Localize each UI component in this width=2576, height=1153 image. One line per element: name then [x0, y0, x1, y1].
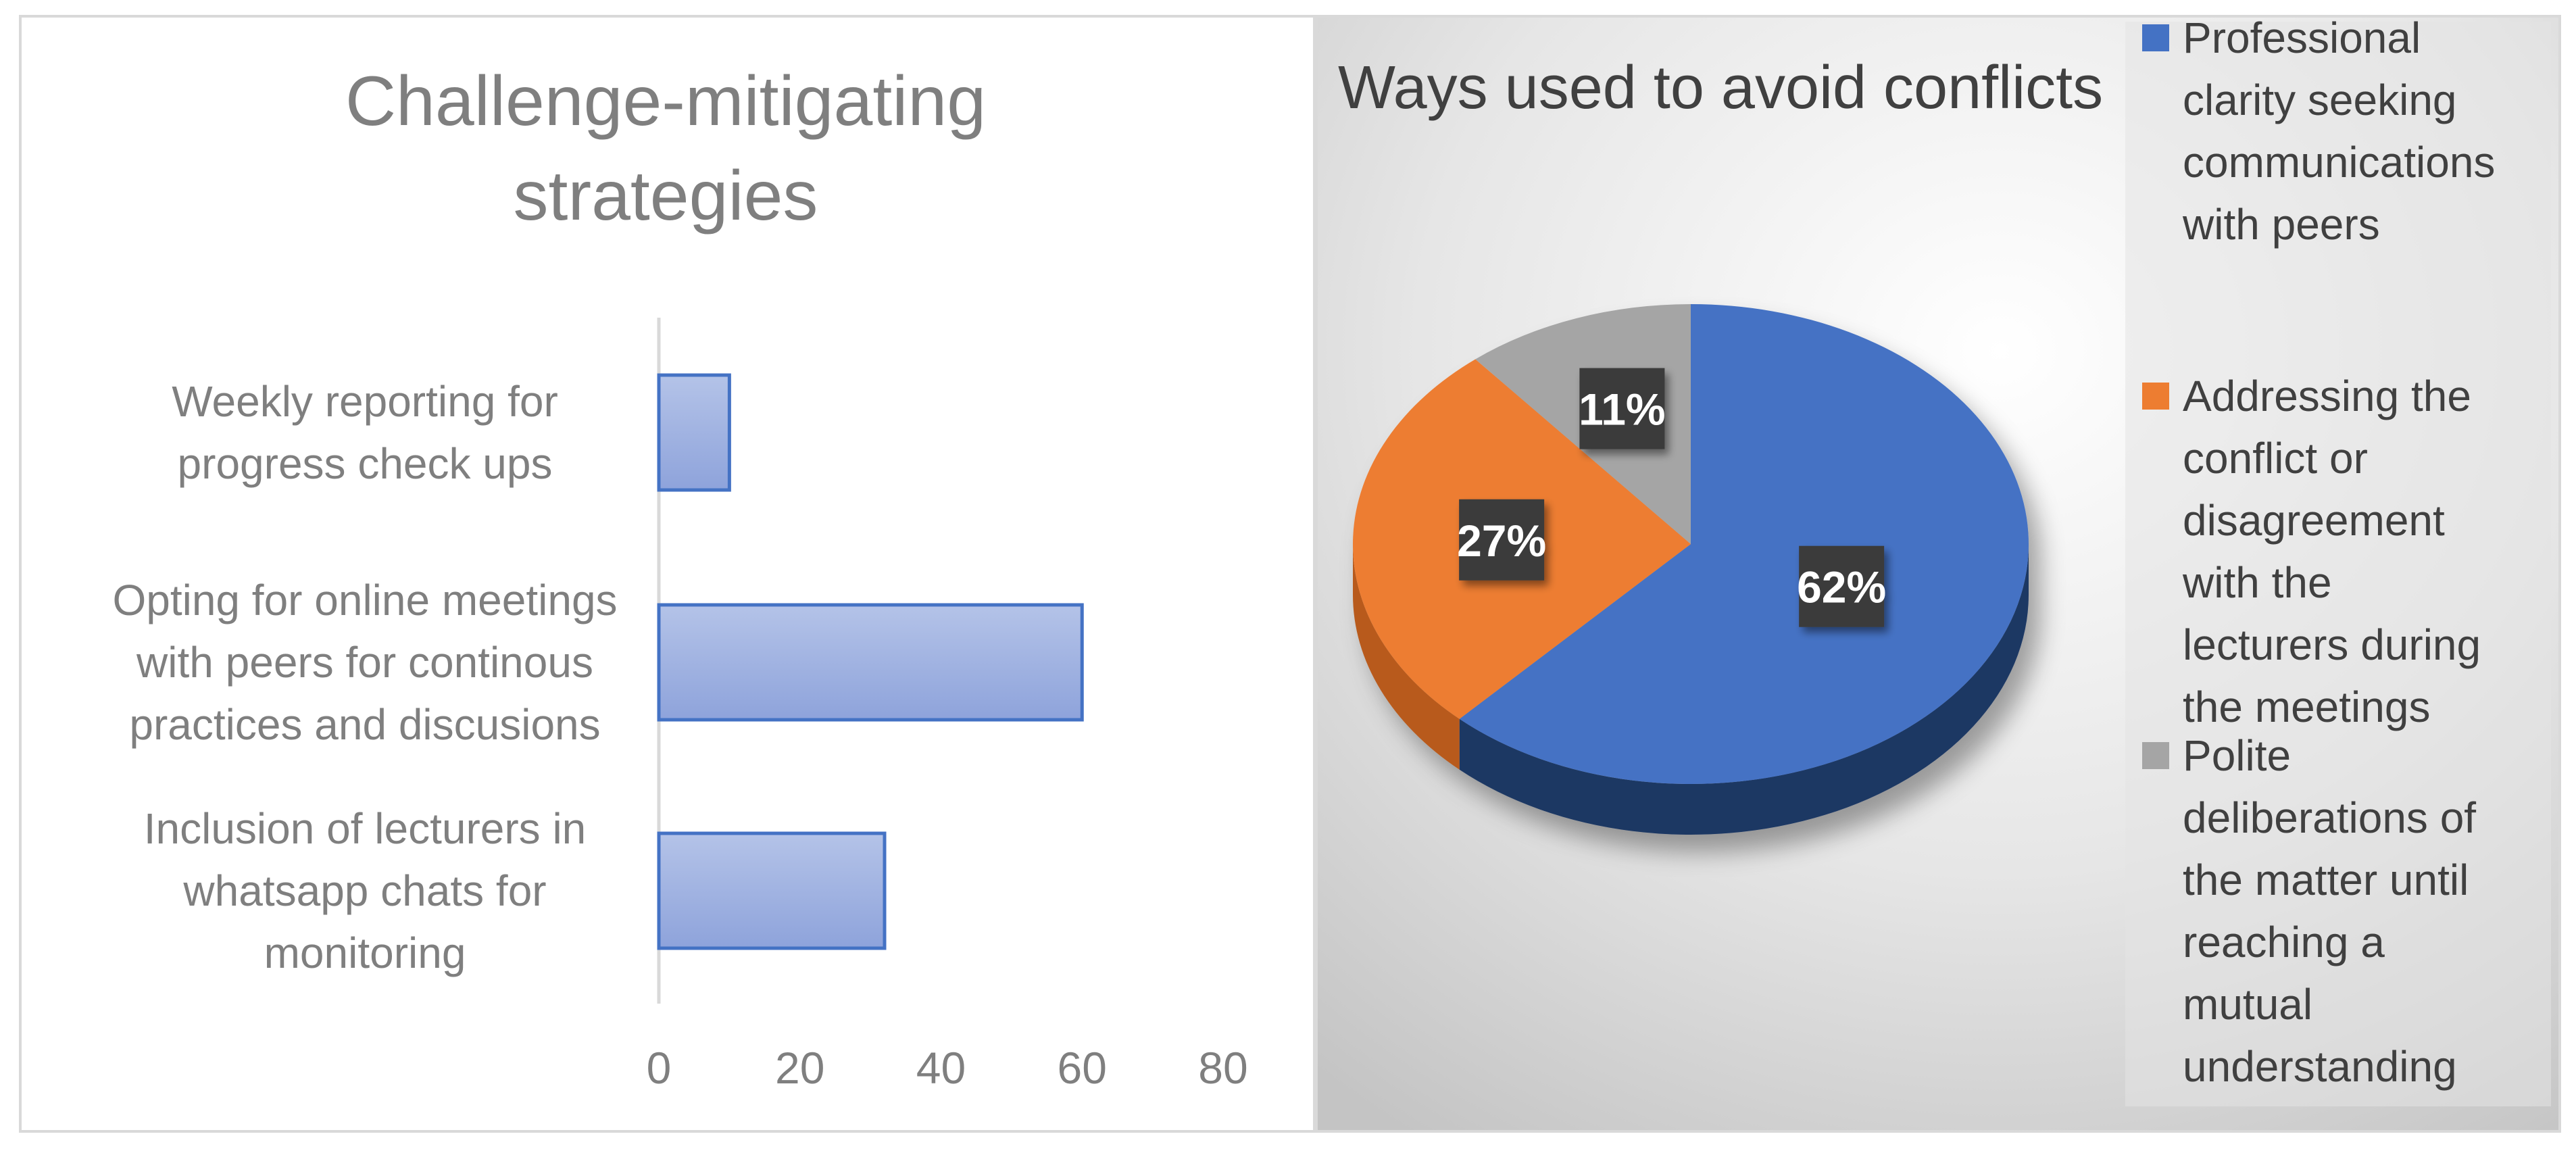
legend-label: deliberations of [2183, 793, 2476, 842]
bar-2 [657, 603, 1084, 722]
legend-label: conflict or [2183, 434, 2368, 483]
category-label: monitoring [264, 929, 466, 977]
legend-label: mutual [2183, 980, 2312, 1029]
data-label-box [1799, 545, 1885, 627]
bar-1 [657, 373, 731, 492]
legend-label: with peers [2182, 200, 2380, 249]
pie-chart-title: Ways used to avoid conflicts [1338, 54, 2103, 122]
data-label-text: 62% [1797, 562, 1886, 612]
legend-swatch-1 [2142, 24, 2169, 51]
x-tick-label: 40 [916, 1043, 966, 1093]
pie-chart-panel: Ways used to avoid conflicts 62% 27% 11% P… [1315, 14, 2561, 1133]
legend-label: Addressing the [2183, 372, 2471, 420]
pie-slice-1 [1459, 304, 2029, 784]
legend-label: lecturers during [2183, 620, 2481, 669]
x-tick-label: 60 [1058, 1043, 1107, 1093]
data-label-text: 27% [1457, 516, 1546, 566]
pie-data-label-2: 27% [1457, 499, 1546, 581]
legend-label: the matter until [2183, 856, 2469, 904]
legend-swatch-3 [2142, 742, 2169, 769]
pie-legend: Professional clarity seeking communication… [2142, 14, 2495, 1091]
category-label: progress check ups [178, 439, 553, 488]
data-label-box [1579, 368, 1665, 449]
value-axis-ticks: 0 20 40 60 80 [647, 1043, 1248, 1093]
category-label: with peers for continous [136, 638, 593, 687]
category-label: Weekly reporting for [172, 377, 558, 426]
bar-chart-title: Challenge-mitigating strategies [345, 62, 986, 235]
bar-category-labels: Weekly reporting for progress check ups Op… [112, 377, 617, 977]
bar-3 [657, 831, 887, 950]
category-label: whatsapp chats for [182, 866, 546, 915]
pie-body [1353, 304, 2029, 835]
pie-slice-side-1 [1459, 544, 2029, 835]
legend-label: understanding [2183, 1042, 2457, 1091]
x-tick-label: 0 [647, 1043, 672, 1093]
pie-slice-side-2 [1353, 544, 1460, 770]
legend-label: with the [2182, 558, 2332, 607]
pie-data-label-1: 62% [1797, 545, 1886, 627]
bar-chart-panel: Challenge-mitigating strategies Weekly re… [19, 15, 1316, 1133]
legend-label: communications [2183, 138, 2495, 187]
legend-label: the meetings [2183, 683, 2430, 731]
category-label: Opting for online meetings [112, 576, 617, 624]
x-tick-label: 20 [775, 1043, 824, 1093]
category-label: Inclusion of lecturers in [144, 804, 587, 853]
bar-chart-title-line: Challenge-mitigating [345, 62, 986, 141]
legend-label: Polite [2183, 731, 2291, 780]
legend-label: Professional [2183, 14, 2421, 62]
x-tick-label: 80 [1198, 1043, 1247, 1093]
data-label-box [1459, 499, 1545, 581]
data-label-text: 11% [1579, 385, 1665, 435]
legend-label: disagreement [2183, 496, 2445, 545]
pie-legend-background [2125, 22, 2551, 1106]
pie-data-labels: 62% 27% 11% [1457, 368, 1886, 627]
legend-label: clarity seeking [2183, 76, 2457, 124]
category-label: practices and discusions [129, 700, 600, 749]
legend-label: reaching a [2183, 918, 2385, 966]
pie-data-label-3: 11% [1579, 368, 1666, 449]
bar-chart-title-line: strategies [514, 157, 818, 235]
bar-series [657, 373, 1084, 950]
legend-swatch-2 [2142, 383, 2169, 410]
